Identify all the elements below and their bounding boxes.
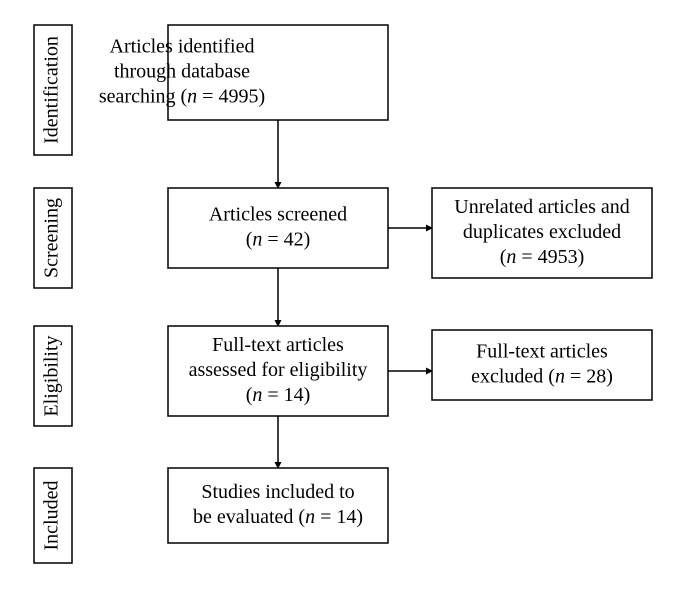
node-n1-line-0: Articles identified bbox=[110, 35, 255, 57]
node-n4-line-1: be evaluated (n = 14) bbox=[193, 506, 363, 528]
node-n3r-line-0: Full-text articles bbox=[476, 340, 608, 362]
prisma-flowchart: Identification Screening Eligibility Includ… bbox=[0, 0, 688, 589]
node-n1-line-1: through database bbox=[114, 60, 250, 82]
node-n3-line-0: Full-text articles bbox=[212, 334, 344, 356]
node-n2r-line-1: duplicates excluded bbox=[463, 221, 621, 243]
node-n3-line-2: (n = 14) bbox=[246, 384, 311, 406]
node-n2-line-1: (n = 42) bbox=[246, 228, 311, 250]
node-n2r-line-0: Unrelated articles and bbox=[454, 196, 629, 218]
stage-label-identification: Identification bbox=[41, 36, 63, 144]
node-n3r-line-1: excluded (n = 28) bbox=[471, 365, 613, 387]
node-n1-line-2: searching (n = 4995) bbox=[99, 85, 265, 107]
stage-label-screening: Screening bbox=[41, 198, 63, 278]
node-n2r-line-2: (n = 4953) bbox=[500, 246, 585, 268]
node-n4-line-0: Studies included to bbox=[201, 481, 354, 503]
stage-label-included: Included bbox=[41, 481, 63, 551]
stage-label-eligibility: Eligibility bbox=[41, 335, 63, 416]
node-n2-line-0: Articles screened bbox=[209, 203, 347, 225]
node-n3-line-1: assessed for eligibility bbox=[189, 359, 368, 381]
